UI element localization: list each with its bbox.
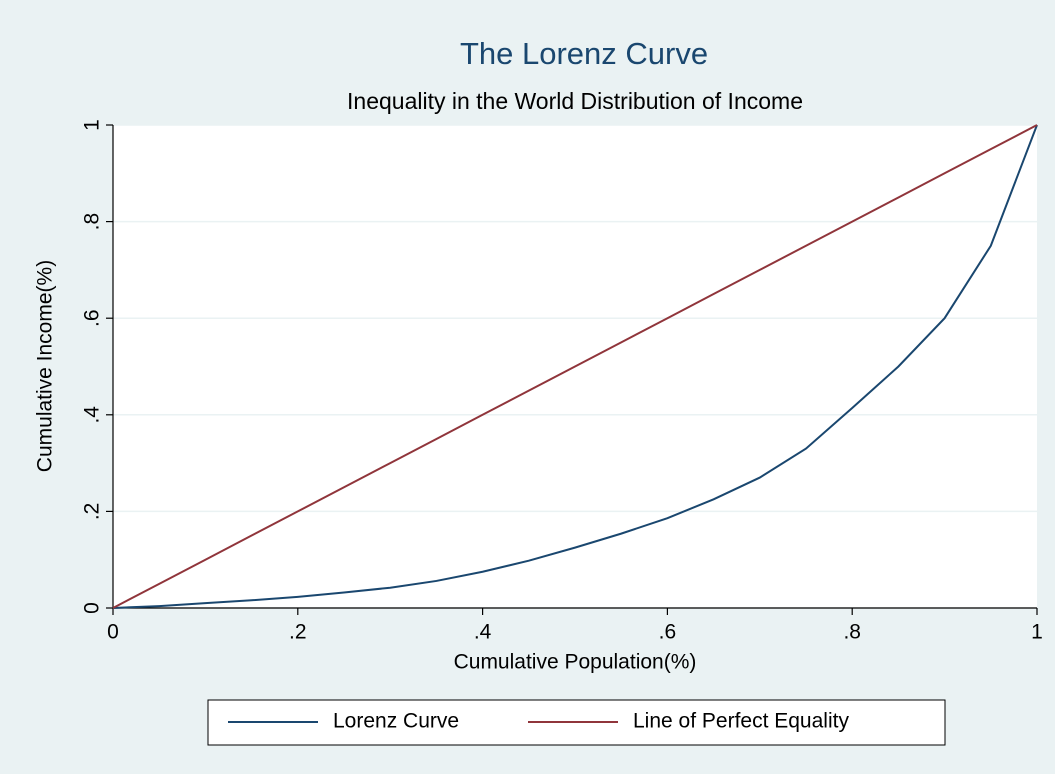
y-tick-label: .6 — [81, 309, 104, 327]
chart-title: The Lorenz Curve — [460, 36, 708, 71]
x-tick-label: .6 — [659, 621, 677, 644]
x-tick-label: .2 — [289, 621, 307, 644]
line-series — [112, 124, 1038, 609]
x-tick-label: 1 — [1031, 621, 1043, 644]
y-tick-label: 1 — [81, 119, 104, 131]
legend-box — [207, 699, 946, 746]
y-axis-label: Cumulative Income(%) — [34, 260, 57, 472]
chart-subtitle: Inequality in the World Distribution of … — [347, 88, 803, 114]
y-tick-label: .4 — [81, 406, 104, 424]
x-axis-label: Cumulative Population(%) — [454, 651, 697, 674]
x-tick-label: 0 — [107, 621, 119, 644]
y-tick-label: .8 — [81, 213, 104, 231]
legend-label: Lorenz Curve — [333, 710, 459, 733]
x-tick-label: .4 — [474, 621, 492, 644]
legend-label: Line of Perfect Equality — [633, 710, 849, 733]
y-tick-label: 0 — [81, 602, 104, 614]
x-tick-label: .8 — [843, 621, 861, 644]
line-series — [112, 124, 1038, 609]
y-tick-label: .2 — [81, 503, 104, 521]
